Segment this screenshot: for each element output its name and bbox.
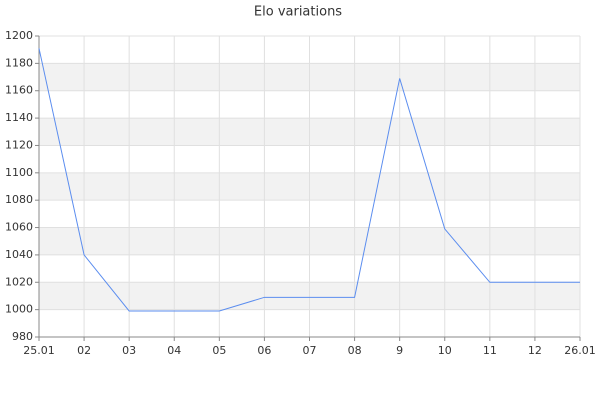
line-series <box>38 48 580 312</box>
y-tick-label: 1140 <box>5 111 33 124</box>
x-tick-label: 07 <box>303 344 317 357</box>
x-tick-label: 25.01 <box>23 344 55 357</box>
x-tick-label: 05 <box>212 344 226 357</box>
y-tick-label: 1060 <box>5 221 33 234</box>
y-tick-label: 1120 <box>5 138 33 151</box>
x-tick-label: 12 <box>528 344 542 357</box>
y-tick-label: 1100 <box>5 166 33 179</box>
y-tick-label: 1020 <box>5 275 33 288</box>
x-tick-label: 06 <box>257 344 271 357</box>
y-tick-label: 1180 <box>5 56 33 69</box>
y-tick-label: 1160 <box>5 84 33 97</box>
y-tick-label: 1000 <box>5 303 33 316</box>
x-tick-label: 10 <box>438 344 452 357</box>
x-tick-label: 08 <box>348 344 362 357</box>
x-tick-label: 9 <box>396 344 403 357</box>
x-tick-label: 11 <box>483 344 497 357</box>
y-tick-label: 980 <box>12 330 33 343</box>
x-tick-label: 03 <box>122 344 136 357</box>
x-tick-label: 02 <box>77 344 91 357</box>
y-tick-label: 1080 <box>5 193 33 206</box>
x-tick-label: 04 <box>167 344 181 357</box>
x-tick-label: 26.01 <box>564 344 596 357</box>
y-tick-label: 1200 <box>5 29 33 42</box>
y-tick-label: 1040 <box>5 248 33 261</box>
chart-title: Elo variations <box>254 5 342 20</box>
